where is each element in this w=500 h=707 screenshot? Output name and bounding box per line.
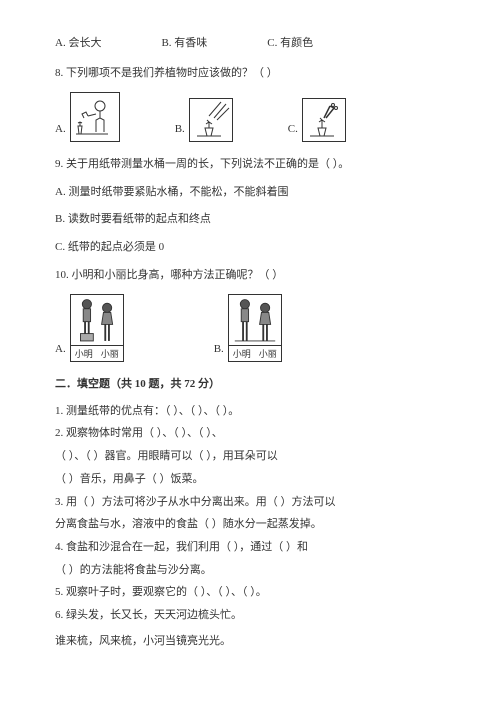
fill-2: 2. 观察物体时常用（ ）、（ ）、（ ）、 [55, 424, 445, 443]
fill-6: 分离食盐与水，溶液中的食盐（ ）随水分一起蒸发掉。 [55, 515, 445, 534]
section2-title: 二．填空题（共 10 题，共 72 分） [55, 376, 445, 394]
fill-1: 1. 测量纸带的优点有：（ ）、（ ）、（ ）。 [55, 402, 445, 421]
kids-uneven-icon [71, 295, 123, 345]
q10-img-b-group: B. 小明 小丽 [214, 294, 282, 362]
watering-plant-icon [72, 94, 118, 140]
fill-4: （ ）音乐，用鼻子（ ）饭菜。 [55, 470, 445, 489]
q10-label-a: A. [55, 341, 66, 359]
fill-10: 6. 绿头发，长又长，天天河边梳头忙。 [55, 606, 445, 625]
q9-option-c: C. 纸带的起点必须是 0 [55, 239, 445, 257]
q8-label-b: B. [175, 121, 185, 139]
q8-label-c: C. [288, 121, 298, 139]
q8-img-a-group: A. [55, 92, 120, 142]
q8-img-a [70, 92, 120, 142]
kids-even-icon [229, 295, 281, 345]
q8-img-b [189, 98, 233, 142]
q9-text: 9. 关于用纸带测量水桶一周的长，下列说法不正确的是（ ）。 [55, 156, 445, 174]
q10-img-a-group: A. 小明 小丽 [55, 294, 124, 362]
fill-7: 4. 食盐和沙混合在一起，我们利用（ ），通过（ ）和 [55, 538, 445, 557]
q8-img-c-group: C. [288, 98, 346, 142]
q10-img-a: 小明 小丽 [70, 294, 124, 362]
q10b-ming: 小明 [229, 345, 255, 361]
q9-option-b: B. 读数时要看纸带的起点和终点 [55, 211, 445, 229]
q8-images: A. B. C. [55, 92, 445, 142]
fill-8: （ ）的方法能将食盐与沙分离。 [55, 561, 445, 580]
poem-line: 谁来梳，风来梳，小河当镜亮光光。 [55, 633, 445, 651]
fill-5: 3. 用（ ）方法可将沙子从水中分离出来。用（ ）方法可以 [55, 493, 445, 512]
q10-img-b: 小明 小丽 [228, 294, 282, 362]
q7-option-a: A. 会长大 [55, 35, 101, 53]
cutting-plant-icon [304, 100, 344, 140]
q8-label-a: A. [55, 121, 66, 139]
fill-9: 5. 观察叶子时，要观察它的（ ）、（ ）、（ ）。 [55, 583, 445, 602]
q9-option-a: A. 测量时纸带要紧贴水桶，不能松，不能斜着围 [55, 184, 445, 202]
q10-label-b: B. [214, 341, 224, 359]
fill-3: （ ）、（ ）器官。用眼睛可以（ ），用耳朵可以 [55, 447, 445, 466]
q8-img-b-group: B. [175, 98, 233, 142]
q10b-li: 小丽 [255, 345, 281, 361]
q10-text: 10. 小明和小丽比身高，哪种方法正确呢？（ ） [55, 267, 445, 285]
q10a-ming: 小明 [71, 345, 97, 361]
q8-img-c [302, 98, 346, 142]
q7-options: A. 会长大 B. 有香味 C. 有颜色 [55, 35, 445, 53]
q7-option-c: C. 有颜色 [267, 35, 313, 53]
q7-option-b: B. 有香味 [161, 35, 207, 53]
q8-text: 8. 下列哪项不是我们养植物时应该做的？（ ） [55, 65, 445, 83]
sunlight-plant-icon [191, 100, 231, 140]
q10-images: A. 小明 小丽 B. [55, 294, 445, 362]
q10a-li: 小丽 [97, 345, 123, 361]
